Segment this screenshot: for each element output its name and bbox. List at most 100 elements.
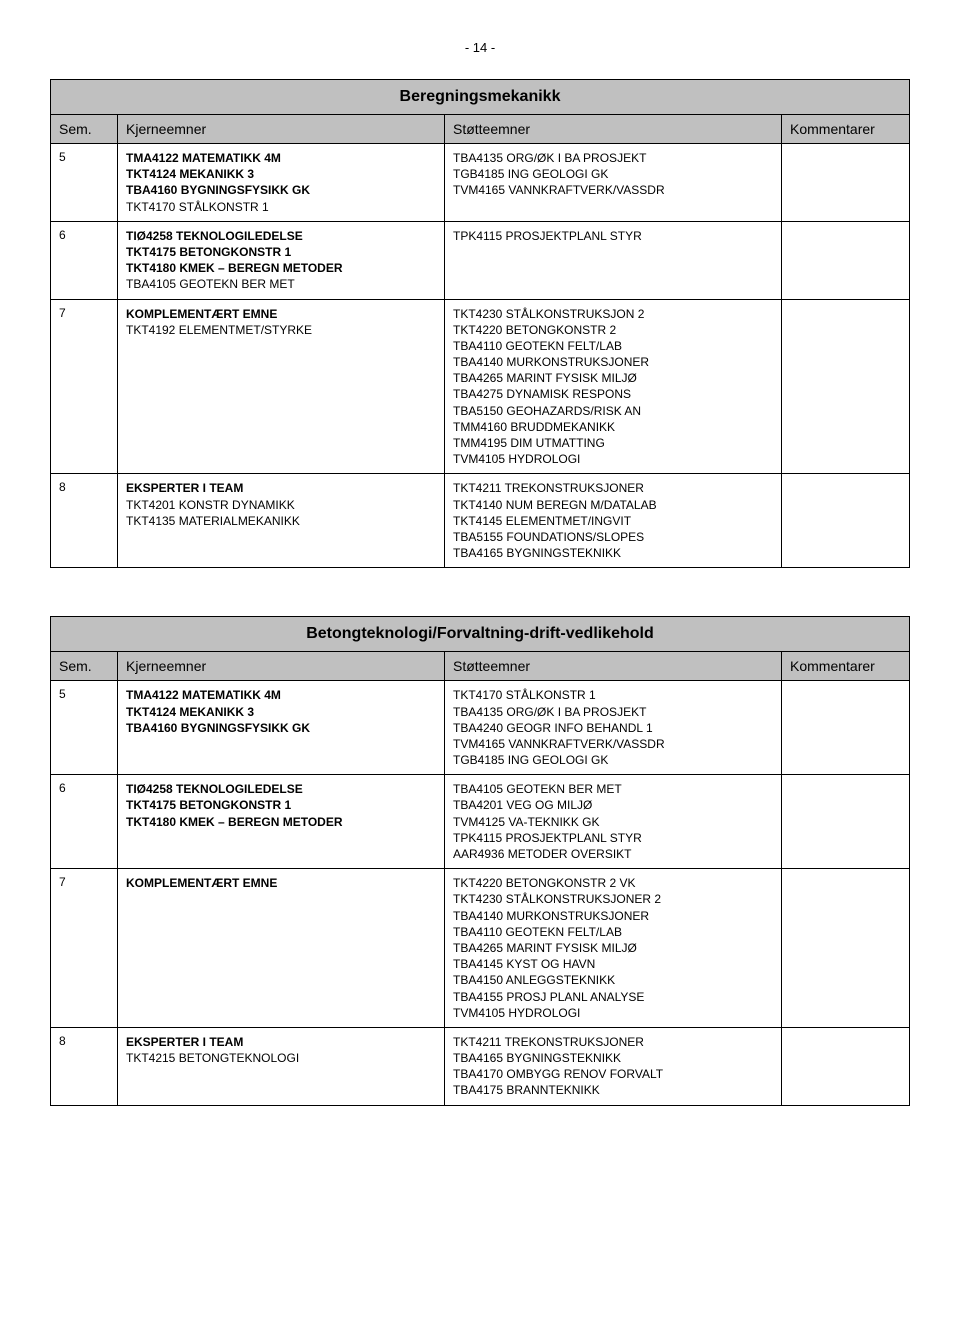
- course-line: TBA4240 GEOGR INFO BEHANDL 1: [453, 720, 773, 736]
- header-sem: Sem.: [51, 652, 118, 681]
- cell-kjerneemner: TIØ4258 TEKNOLOGILEDELSETKT4175 BETONGKO…: [118, 775, 445, 869]
- course-line: TKT4170 STÅLKONSTR 1: [126, 199, 436, 215]
- cell-sem: 5: [51, 681, 118, 775]
- course-line: TMA4122 MATEMATIKK 4M: [126, 150, 436, 166]
- course-line: TBA4110 GEOTEKN FELT/LAB: [453, 924, 773, 940]
- course-line: TBA4135 ORG/ØK I BA PROSJEKT: [453, 150, 773, 166]
- table-row: 8 EKSPERTER I TEAMTKT4201 KONSTR DYNAMIK…: [51, 474, 910, 568]
- table-row: 7 KOMPLEMENTÆRT EMNETKT4192 ELEMENTMET/S…: [51, 299, 910, 474]
- course-line: AAR4936 METODER OVERSIKT: [453, 846, 773, 862]
- course-line: TGB4185 ING GEOLOGI GK: [453, 166, 773, 182]
- cell-kommentarer: [782, 221, 910, 299]
- cell-kommentarer: [782, 869, 910, 1028]
- course-line: TKT4211 TREKONSTRUKSJONER: [453, 1034, 773, 1050]
- cell-kommentarer: [782, 1027, 910, 1105]
- course-line: TMA4122 MATEMATIKK 4M: [126, 687, 436, 703]
- table-title: Betongteknologi/Forvaltning-drift-vedlik…: [51, 617, 910, 652]
- course-line: TBA4145 KYST OG HAVN: [453, 956, 773, 972]
- cell-kommentarer: [782, 474, 910, 568]
- course-line: TKT4230 STÅLKONSTRUKSJONER 2: [453, 891, 773, 907]
- course-line: TKT4211 TREKONSTRUKSJONER: [453, 480, 773, 496]
- course-line: TIØ4258 TEKNOLOGILEDELSE: [126, 781, 436, 797]
- cell-kjerneemner: KOMPLEMENTÆRT EMNE: [118, 869, 445, 1028]
- course-line: TKT4145 ELEMENTMET/INGVIT: [453, 513, 773, 529]
- cell-stotteemner: TBA4135 ORG/ØK I BA PROSJEKTTGB4185 ING …: [445, 144, 782, 222]
- header-stotteemner: Støtteemner: [445, 115, 782, 144]
- table-header-row: Sem. Kjerneemner Støtteemner Kommentarer: [51, 115, 910, 144]
- course-line: EKSPERTER I TEAM: [126, 480, 436, 496]
- cell-kjerneemner: TMA4122 MATEMATIKK 4MTKT4124 MEKANIKK 3 T…: [118, 144, 445, 222]
- course-line: TBA4275 DYNAMISK RESPONS: [453, 386, 773, 402]
- cell-sem: 8: [51, 474, 118, 568]
- course-line: TBA4165 BYGNINGSTEKNIKK: [453, 1050, 773, 1066]
- header-stotteemner: Støtteemner: [445, 652, 782, 681]
- course-line: TBA4175 BRANNTEKNIKK: [453, 1082, 773, 1098]
- table-row: 8 EKSPERTER I TEAMTKT4215 BETONGTEKNOLOG…: [51, 1027, 910, 1105]
- course-table: Betongteknologi/Forvaltning-drift-vedlik…: [50, 616, 910, 1105]
- cell-kommentarer: [782, 681, 910, 775]
- course-line: TBA4160 BYGNINGSFYSIKK GK: [126, 720, 436, 736]
- cell-sem: 8: [51, 1027, 118, 1105]
- course-line: TMM4160 BRUDDMEKANIKK: [453, 419, 773, 435]
- cell-kommentarer: [782, 299, 910, 474]
- cell-sem: 7: [51, 869, 118, 1028]
- table-row: 5 TMA4122 MATEMATIKK 4MTKT4124 MEKANIKK …: [51, 144, 910, 222]
- table-title-row: Betongteknologi/Forvaltning-drift-vedlik…: [51, 617, 910, 652]
- course-line: TKT4215 BETONGTEKNOLOGI: [126, 1050, 436, 1066]
- table-row: 7 KOMPLEMENTÆRT EMNE TKT4220 BETONGKONST…: [51, 869, 910, 1028]
- cell-stotteemner: TBA4105 GEOTEKN BER METTBA4201 VEG OG MI…: [445, 775, 782, 869]
- course-line: TKT4175 BETONGKONSTR 1: [126, 797, 436, 813]
- cell-kjerneemner: KOMPLEMENTÆRT EMNETKT4192 ELEMENTMET/STY…: [118, 299, 445, 474]
- cell-kommentarer: [782, 144, 910, 222]
- course-line: KOMPLEMENTÆRT EMNE: [126, 875, 436, 891]
- course-line: TBA4201 VEG OG MILJØ: [453, 797, 773, 813]
- course-line: TIØ4258 TEKNOLOGILEDELSE: [126, 228, 436, 244]
- cell-sem: 6: [51, 221, 118, 299]
- course-line: TKT4135 MATERIALMEKANIKK: [126, 513, 436, 529]
- course-line: TBA4140 MURKONSTRUKSJONER: [453, 908, 773, 924]
- course-line: TKT4124 MEKANIKK 3: [126, 166, 436, 182]
- cell-sem: 5: [51, 144, 118, 222]
- course-line: KOMPLEMENTÆRT EMNE: [126, 306, 436, 322]
- course-line: TGB4185 ING GEOLOGI GK: [453, 752, 773, 768]
- course-line: TBA4105 GEOTEKN BER MET: [453, 781, 773, 797]
- course-line: TVM4125 VA-TEKNIKK GK: [453, 814, 773, 830]
- table-row: 6 TIØ4258 TEKNOLOGILEDELSETKT4175 BETONG…: [51, 775, 910, 869]
- course-line: TKT4220 BETONGKONSTR 2: [453, 322, 773, 338]
- course-line: TPK4115 PROSJEKTPLANL STYR: [453, 228, 773, 244]
- course-line: TKT4180 KMEK – BEREGN METODER: [126, 260, 436, 276]
- course-line: TBA4110 GEOTEKN FELT/LAB: [453, 338, 773, 354]
- course-table: Beregningsmekanikk Sem. Kjerneemner Støt…: [50, 79, 910, 568]
- course-line: TBA5150 GEOHAZARDS/RISK AN: [453, 403, 773, 419]
- course-line: TBA4265 MARINT FYSISK MILJØ: [453, 370, 773, 386]
- course-line: TMM4195 DIM UTMATTING: [453, 435, 773, 451]
- course-line: TVM4165 VANNKRAFTVERK/VASSDR: [453, 736, 773, 752]
- course-line: TBA4155 PROSJ PLANL ANALYSE: [453, 989, 773, 1005]
- course-line: TKT4230 STÅLKONSTRUKSJON 2: [453, 306, 773, 322]
- course-line: TKT4175 BETONGKONSTR 1: [126, 244, 436, 260]
- cell-stotteemner: TKT4211 TREKONSTRUKSJONERTKT4140 NUM BER…: [445, 474, 782, 568]
- course-line: TKT4192 ELEMENTMET/STYRKE: [126, 322, 436, 338]
- header-sem: Sem.: [51, 115, 118, 144]
- page-number: - 14 -: [50, 40, 910, 55]
- table-title: Beregningsmekanikk: [51, 80, 910, 115]
- cell-stotteemner: TPK4115 PROSJEKTPLANL STYR: [445, 221, 782, 299]
- table-header-row: Sem. Kjerneemner Støtteemner Kommentarer: [51, 652, 910, 681]
- cell-kjerneemner: TMA4122 MATEMATIKK 4MTKT4124 MEKANIKK 3T…: [118, 681, 445, 775]
- course-line: TVM4105 HYDROLOGI: [453, 1005, 773, 1021]
- course-line: TBA4150 ANLEGGSTEKNIKK: [453, 972, 773, 988]
- table-title-row: Beregningsmekanikk: [51, 80, 910, 115]
- cell-kjerneemner: TIØ4258 TEKNOLOGILEDELSETKT4175 BETONGKO…: [118, 221, 445, 299]
- course-line: TKT4201 KONSTR DYNAMIKK: [126, 497, 436, 513]
- course-line: TKT4180 KMEK – BEREGN METODER: [126, 814, 436, 830]
- course-line: TVM4165 VANNKRAFTVERK/VASSDR: [453, 182, 773, 198]
- cell-kjerneemner: EKSPERTER I TEAMTKT4215 BETONGTEKNOLOGI: [118, 1027, 445, 1105]
- cell-stotteemner: TKT4170 STÅLKONSTR 1TBA4135 ORG/ØK I BA …: [445, 681, 782, 775]
- header-kommentarer: Kommentarer: [782, 652, 910, 681]
- course-line: TKT4124 MEKANIKK 3: [126, 704, 436, 720]
- course-line: TBA4135 ORG/ØK I BA PROSJEKT: [453, 704, 773, 720]
- course-line: TBA4265 MARINT FYSISK MILJØ: [453, 940, 773, 956]
- cell-sem: 6: [51, 775, 118, 869]
- course-line: EKSPERTER I TEAM: [126, 1034, 436, 1050]
- header-kjerneemner: Kjerneemner: [118, 652, 445, 681]
